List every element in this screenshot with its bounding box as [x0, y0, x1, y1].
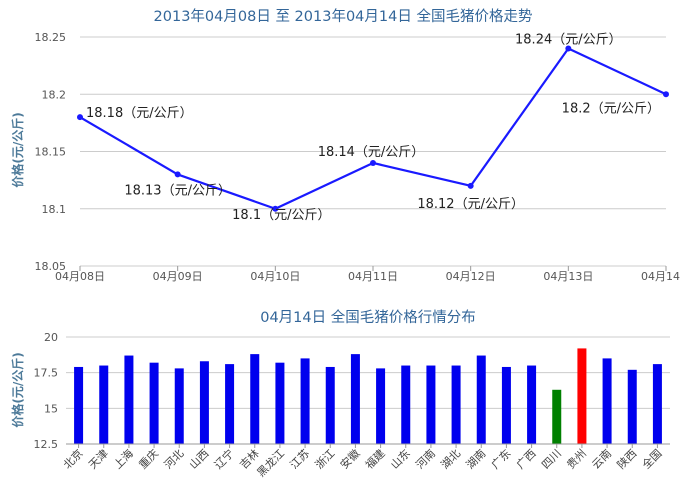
data-point: [77, 114, 83, 121]
y-axis-label: 价格(元/公斤): [10, 352, 25, 427]
x-tick-label: 陕西: [614, 446, 639, 471]
x-tick-label: 浙江: [313, 447, 338, 472]
x-tick-label: 江苏: [287, 447, 312, 472]
x-tick-label: 重庆: [136, 446, 161, 471]
data-label: 18.13（元/公斤）: [124, 183, 231, 198]
x-tick-label: 04月10日: [250, 270, 300, 283]
y-tick-label: 18.1: [42, 203, 67, 216]
data-point: [663, 91, 669, 98]
bar: [275, 362, 285, 444]
y-tick-label: 18.25: [35, 31, 67, 44]
x-tick-label: 04月08日: [55, 270, 105, 283]
chart-title: 04月14日 全国毛猪价格行情分布: [260, 308, 476, 326]
data-label: 18.1（元/公斤）: [232, 208, 330, 223]
x-tick-label: 山西: [187, 447, 212, 472]
bar: [350, 354, 360, 444]
bar: [527, 365, 537, 444]
data-label: 18.18（元/公斤）: [86, 106, 193, 121]
y-tick-label: 12.5: [34, 438, 59, 451]
x-tick-label: 四川: [539, 447, 564, 472]
data-point: [370, 159, 376, 166]
bar: [602, 358, 612, 444]
data-point: [467, 182, 474, 189]
chart-title: 2013年04月08日 至 2013年04月14日 全国毛猪价格走势: [154, 7, 533, 25]
bar: [426, 365, 436, 444]
x-tick-label: 贵州: [564, 447, 589, 472]
bar: [401, 365, 411, 444]
x-tick-label: 04月12日: [446, 270, 496, 283]
x-tick-label: 云南: [589, 447, 614, 472]
bar: [577, 348, 587, 444]
x-tick-label: 福建: [362, 446, 387, 471]
y-tick-label: 15: [44, 402, 58, 415]
bar: [124, 355, 134, 444]
x-tick-label: 湖南: [464, 447, 489, 472]
bar: [199, 361, 209, 444]
x-tick-label: 山东: [388, 447, 413, 472]
bar: [300, 358, 310, 444]
x-tick-label: 上海: [111, 446, 136, 471]
bar: [501, 366, 511, 444]
x-tick-label: 全国: [639, 446, 664, 471]
x-tick-label: 04月14: [641, 270, 680, 283]
x-tick-label: 04月11日: [348, 270, 398, 283]
bar: [74, 366, 84, 444]
y-tick-label: 17.5: [34, 367, 59, 380]
bar: [250, 354, 260, 444]
x-tick-label: 河南: [413, 447, 438, 472]
bar: [652, 364, 662, 444]
bar: [552, 389, 562, 444]
data-point: [174, 171, 181, 178]
bar: [225, 364, 235, 444]
y-tick-label: 20: [44, 331, 58, 344]
x-tick-label: 北京: [60, 446, 85, 471]
x-tick-label: 湖北: [438, 447, 463, 472]
bar: [99, 365, 109, 444]
data-point: [272, 205, 279, 212]
y-tick-label: 18.2: [42, 88, 67, 101]
data-label: 18.14（元/公斤）: [318, 145, 425, 160]
bar: [174, 368, 184, 444]
y-axis-label: 价格(元/公斤): [10, 112, 25, 187]
x-tick-label: 广西: [514, 447, 539, 472]
bar: [149, 362, 159, 444]
x-tick-label: 天津: [86, 447, 111, 472]
x-tick-label: 河北: [162, 447, 187, 472]
bar: [325, 366, 335, 444]
data-point: [565, 45, 572, 52]
x-tick-label: 04月09日: [153, 270, 203, 283]
x-tick-label: 安徽: [337, 446, 362, 471]
bar: [451, 365, 461, 444]
bar: [376, 368, 386, 444]
x-tick-label: 广东: [489, 447, 514, 472]
data-label: 18.2（元/公斤）: [562, 101, 660, 116]
data-label: 18.24（元/公斤）: [515, 32, 622, 47]
bar: [476, 355, 486, 444]
data-label: 18.12（元/公斤）: [417, 197, 524, 212]
y-tick-label: 18.15: [35, 146, 67, 159]
price-trend-line-chart: 2013年04月08日 至 2013年04月14日 全国毛猪价格走势 18.05 1…: [10, 7, 680, 283]
x-tick-label: 黑龙江: [255, 447, 288, 480]
x-tick-label: 04月13日: [543, 270, 593, 283]
price-distribution-bar-chart: 04月14日 全国毛猪价格行情分布 12.5 15 17.5 20 价格(元/公斤) 北京天…: [10, 308, 670, 480]
y-tick-label: 18.05: [35, 260, 67, 273]
bar: [627, 369, 637, 444]
x-tick-label: 辽宁: [211, 446, 236, 471]
